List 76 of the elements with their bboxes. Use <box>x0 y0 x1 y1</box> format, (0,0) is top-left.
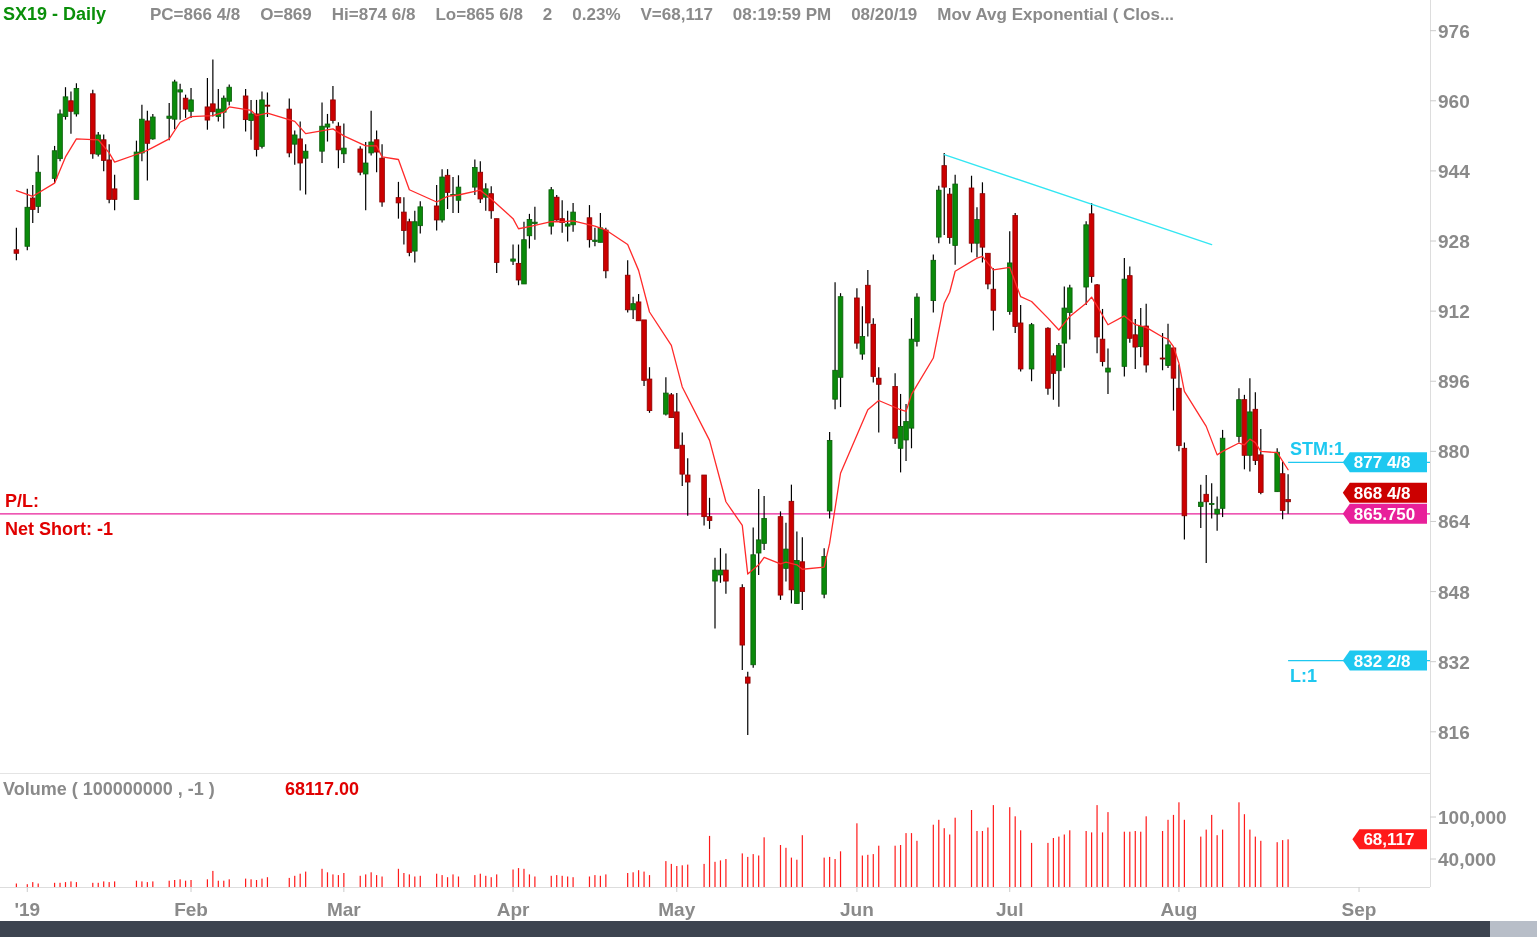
candlestick <box>433 184 440 232</box>
candlestick <box>395 181 402 220</box>
y-tick-label: 960 <box>1438 90 1470 112</box>
ref-line-label: 865.750 <box>1353 504 1416 524</box>
y-tick-label: 896 <box>1438 371 1470 393</box>
candlestick <box>357 145 363 176</box>
annotation: 68117.00 <box>285 779 360 799</box>
candlestick <box>472 158 478 196</box>
candlestick <box>783 522 789 583</box>
x-tick-label: Sep <box>1341 899 1377 920</box>
y-tick-label: 912 <box>1438 301 1470 323</box>
candlestick <box>515 243 522 286</box>
candlestick <box>292 129 298 166</box>
candlestick <box>335 121 342 169</box>
annotation: 868 4/8 <box>1353 483 1411 503</box>
candlestick <box>444 168 451 210</box>
candlestick <box>144 110 151 182</box>
text: PC=866 4/8 O=869 Hi=874 6/8 Lo=865 6/8 2 0.23% V=68,117 08:19:59 PM 08/20/19 Mov Avg Exponential ( Clos... <box>150 5 1175 24</box>
candlestick <box>488 185 494 220</box>
candlestick <box>1105 347 1111 395</box>
x-tick-label: Jul <box>996 899 1024 920</box>
candlestick <box>330 85 336 125</box>
y-tick-label: 944 <box>1438 160 1471 182</box>
y-tick-label: 816 <box>1438 721 1470 743</box>
y-tick-label: 100,000 <box>1438 807 1507 828</box>
annotation: Net Short: -1 <box>5 519 113 539</box>
candlestick <box>30 184 36 224</box>
candlestick <box>663 376 669 417</box>
candlestick <box>1165 323 1171 369</box>
candlestick <box>510 243 516 266</box>
y-tick-label: 928 <box>1438 231 1470 253</box>
ref-line-label: 877 4/8 <box>1353 453 1411 473</box>
annotation: 68,117 <box>1363 830 1415 850</box>
annotation: L:1 <box>1290 665 1318 686</box>
candlestick <box>68 90 74 135</box>
candlestick <box>723 552 729 595</box>
candlestick <box>368 110 374 157</box>
y-tick-label: 832 <box>1438 651 1470 673</box>
candlestick <box>1159 332 1166 371</box>
annotation: STM:1 <box>1290 439 1345 460</box>
y-tick-label: 864 <box>1438 511 1471 533</box>
x-tick-label: Jun <box>840 899 874 920</box>
candlestick <box>13 227 20 261</box>
candlestick <box>586 204 593 249</box>
x-tick-label: Aug <box>1160 899 1198 920</box>
candlestick <box>876 366 882 434</box>
x-tick-label: May <box>658 899 696 920</box>
ref-line-label: 832 2/8 <box>1353 651 1411 671</box>
x-tick-label: Feb <box>174 899 208 920</box>
x-tick-label: '19 <box>14 899 41 920</box>
y-tick-label: 40,000 <box>1438 849 1497 870</box>
y-tick-label: 880 <box>1438 441 1470 463</box>
chart-title: Volume ( 100000000 , -1 ) <box>3 779 215 799</box>
annotation: P/L: <box>5 491 39 511</box>
candlestick <box>302 143 309 196</box>
candlestick <box>264 91 271 118</box>
candlestick <box>362 141 369 211</box>
chart-title: SX19 - Daily <box>3 4 107 24</box>
candlestick <box>990 267 997 332</box>
candlestick <box>630 296 636 320</box>
candlestick <box>1203 474 1209 564</box>
candlestick <box>1099 308 1106 367</box>
candlestick <box>941 152 947 236</box>
y-tick-label: 848 <box>1438 581 1470 603</box>
candlestick <box>95 131 101 158</box>
x-tick-label: Apr <box>496 899 531 920</box>
candlestick <box>248 99 254 141</box>
y-tick-label: 976 <box>1438 20 1470 42</box>
candlestick <box>188 87 194 119</box>
candlestick <box>341 122 347 164</box>
candlestick <box>745 671 751 736</box>
candlestick <box>150 113 156 141</box>
candlestick <box>974 206 980 258</box>
x-tick-label: Mar <box>326 899 362 920</box>
candlestick <box>1138 307 1144 358</box>
candlestick <box>1198 484 1204 529</box>
